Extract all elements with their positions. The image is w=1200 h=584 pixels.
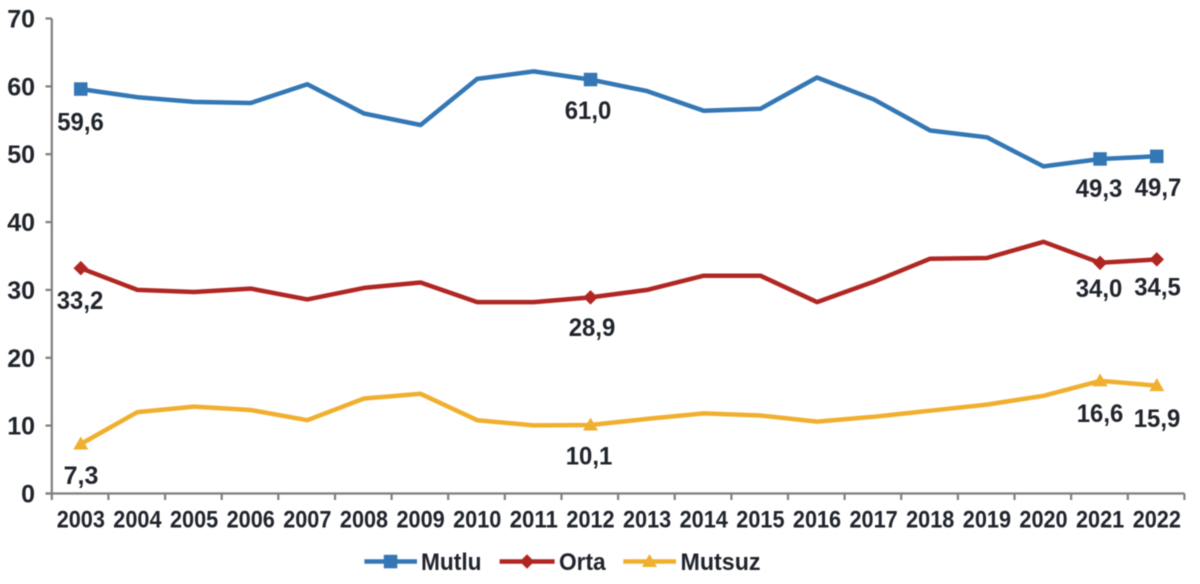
svg-text:2013: 2013: [623, 507, 671, 534]
svg-text:61,0: 61,0: [565, 97, 612, 125]
svg-text:20: 20: [7, 345, 35, 373]
svg-text:15,9: 15,9: [1134, 405, 1181, 433]
svg-text:2007: 2007: [283, 507, 331, 534]
svg-text:2012: 2012: [566, 507, 614, 534]
svg-text:2022: 2022: [1133, 507, 1181, 534]
svg-text:Orta: Orta: [559, 549, 606, 576]
svg-text:2014: 2014: [680, 507, 729, 534]
svg-text:16,6: 16,6: [1077, 400, 1124, 428]
svg-text:2019: 2019: [963, 507, 1011, 534]
svg-text:2004: 2004: [113, 507, 162, 534]
svg-text:10: 10: [7, 413, 35, 441]
svg-text:2018: 2018: [906, 507, 954, 534]
svg-text:50: 50: [7, 141, 35, 169]
svg-text:Mutlu: Mutlu: [421, 549, 482, 576]
svg-text:2015: 2015: [736, 507, 784, 534]
svg-text:2010: 2010: [453, 507, 501, 534]
svg-text:34,5: 34,5: [1134, 274, 1181, 302]
svg-text:59,6: 59,6: [57, 109, 104, 137]
svg-text:2017: 2017: [850, 507, 898, 534]
svg-text:Mutsuz: Mutsuz: [681, 549, 761, 576]
svg-text:49,3: 49,3: [1076, 175, 1123, 203]
svg-text:2020: 2020: [1019, 507, 1067, 534]
svg-text:60: 60: [7, 73, 35, 101]
svg-text:70: 70: [7, 6, 35, 34]
svg-text:30: 30: [7, 277, 35, 305]
svg-text:7,3: 7,3: [64, 462, 99, 490]
svg-text:2008: 2008: [340, 507, 388, 534]
svg-text:2005: 2005: [170, 507, 218, 534]
svg-text:2011: 2011: [510, 507, 558, 534]
svg-text:0: 0: [21, 481, 35, 509]
svg-text:33,2: 33,2: [57, 287, 104, 315]
svg-text:49,7: 49,7: [1135, 174, 1182, 202]
svg-text:2009: 2009: [397, 507, 445, 534]
svg-text:2016: 2016: [793, 507, 841, 534]
svg-text:40: 40: [7, 209, 35, 237]
svg-text:2003: 2003: [57, 507, 105, 534]
svg-text:2006: 2006: [227, 507, 275, 534]
svg-text:34,0: 34,0: [1076, 275, 1123, 303]
svg-text:10,1: 10,1: [566, 443, 613, 471]
svg-text:28,9: 28,9: [569, 314, 616, 342]
svg-text:2021: 2021: [1076, 507, 1124, 534]
